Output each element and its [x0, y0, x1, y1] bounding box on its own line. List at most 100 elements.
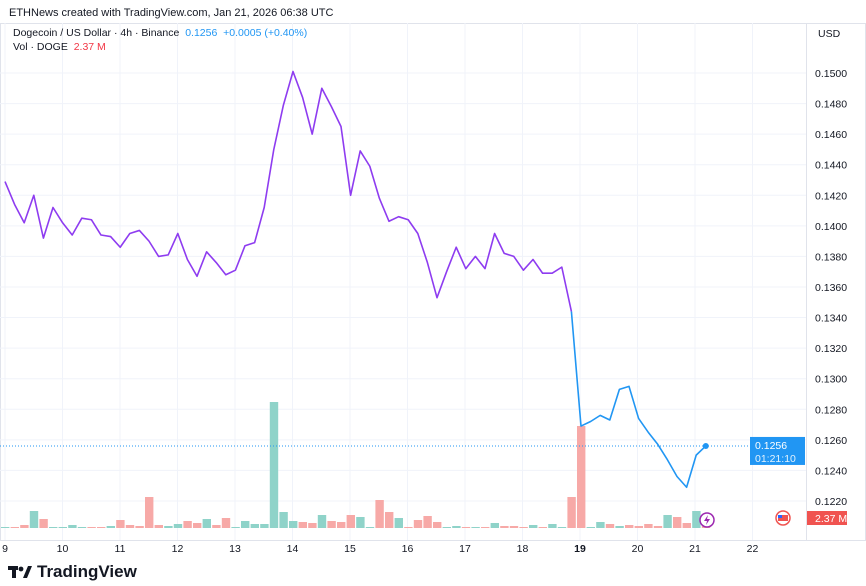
volume-bar: [337, 522, 346, 528]
x-tick-label: 17: [459, 543, 471, 555]
volume-bar: [193, 523, 202, 528]
volume-bar: [548, 524, 557, 528]
price-line-earlier[interactable]: [4, 70, 573, 312]
volume-bar: [577, 426, 586, 528]
y-tick-label: 0.1440: [815, 160, 847, 172]
volume-bar: [260, 524, 269, 528]
volume-bar: [519, 527, 528, 528]
volume-bar: [452, 526, 461, 528]
y-tick-label: 0.1500: [815, 68, 847, 80]
volume-bar: [471, 527, 480, 528]
x-tick-label: 19: [574, 543, 586, 555]
volume-bar: [154, 525, 163, 528]
volume-bar: [49, 527, 58, 528]
tradingview-logo-icon: [8, 566, 32, 578]
volume-bar: [308, 523, 317, 528]
volume-bar: [58, 527, 67, 528]
x-tick-label: 22: [747, 543, 759, 555]
volume-bar: [673, 517, 682, 528]
x-tick-label: 20: [632, 543, 644, 555]
x-tick-label: 12: [172, 543, 184, 555]
chart-caption: ETHNews created with TradingView.com, Ja…: [9, 7, 334, 19]
symbol-title[interactable]: Dogecoin / US Dollar · 4h · Binance: [13, 27, 180, 39]
volume-bar: [202, 519, 211, 528]
volume-bar: [663, 515, 672, 528]
y-tick-label: 0.1320: [815, 343, 847, 355]
volume-bar: [644, 524, 653, 528]
price-change: +0.0005 (+0.40%): [223, 27, 308, 39]
currency-label[interactable]: USD: [818, 28, 841, 40]
volume-bar: [404, 527, 413, 528]
last-price-dot: [702, 442, 709, 449]
us-flag-icon: [778, 515, 788, 521]
x-tick-label: 9: [2, 543, 8, 555]
x-tick-label: 15: [344, 543, 356, 555]
volume-bar: [106, 526, 115, 528]
y-tick-label: 0.1300: [815, 374, 847, 386]
volume-bar: [586, 527, 595, 528]
symbol-legend: Dogecoin / US Dollar · 4h · Binance 0.12…: [13, 27, 307, 39]
volume-bar: [356, 517, 365, 528]
volume-bar: [68, 525, 77, 528]
volume-bar: [221, 518, 231, 528]
volume-bar: [10, 527, 19, 528]
volume-bar: [29, 511, 39, 528]
volume-bar: [269, 402, 279, 528]
y-tick-label: 0.1420: [815, 190, 847, 202]
volume-value: 2.37 M: [73, 41, 106, 53]
volume-bar: [567, 497, 576, 528]
y-tick-label: 0.1360: [815, 282, 847, 294]
volume-bar: [615, 526, 624, 528]
volume-bar: [135, 526, 144, 528]
volume-bar: [692, 511, 701, 528]
volume-bar: [327, 521, 336, 528]
volume-title[interactable]: Vol · DOGE: [13, 41, 68, 53]
volume-bar: [394, 518, 403, 528]
y-tick-label: 0.1260: [815, 435, 847, 447]
lightning-glyph-icon: [704, 515, 710, 525]
volume-bar: [346, 515, 355, 528]
volume-bar: [385, 512, 394, 528]
volume-bar: [298, 522, 307, 528]
volume-bar: [557, 527, 567, 528]
y-tick-label: 0.1480: [815, 99, 847, 111]
price-chart[interactable]: 9 10 11 12 13 14 15 16 17 18 19 20 21 22 0.1220 0.1240 0…: [0, 0, 866, 556]
brand-name: TradingView: [37, 562, 137, 581]
volume-bar: [1, 527, 10, 528]
volume-bar: [596, 522, 605, 528]
tradingview-logo[interactable]: TradingView: [8, 562, 137, 582]
y-tick-label: 0.1220: [815, 496, 847, 508]
volume-bar: [125, 525, 135, 528]
volume-bar: [317, 515, 327, 528]
volume-bar: [509, 526, 519, 528]
volume-badge: [807, 511, 847, 525]
volume-bar: [634, 526, 643, 528]
volume-bar: [605, 524, 615, 528]
volume-bar: [375, 500, 384, 528]
volume-bar: [423, 516, 432, 528]
x-tick-label: 14: [287, 543, 299, 555]
x-tick-label: 10: [57, 543, 69, 555]
volume-bar: [490, 523, 499, 528]
x-tick-label: 21: [689, 543, 701, 555]
volume-bar: [481, 527, 490, 528]
last-price: 0.1256: [185, 27, 218, 39]
y-tick-label: 0.1400: [815, 221, 847, 233]
price-badge-countdown: 01:21:10: [755, 453, 796, 465]
y-tick-label: 0.1240: [815, 465, 847, 477]
volume-bar: [500, 526, 509, 528]
volume-bar: [682, 523, 691, 528]
volume-bar: [250, 524, 259, 528]
y-tick-label: 0.1460: [815, 129, 847, 141]
volume-bar: [173, 524, 183, 528]
volume-bar: [212, 525, 221, 528]
volume-badge-value: 2.37 M: [815, 513, 847, 525]
us-flag-canton: [778, 515, 782, 518]
volume-bar: [116, 520, 125, 528]
price-line-recent[interactable]: [570, 311, 707, 489]
volume-bar: [289, 521, 298, 528]
y-tick-label: 0.1340: [815, 313, 847, 325]
volume-bar: [145, 497, 154, 528]
volume-bar: [279, 512, 288, 528]
